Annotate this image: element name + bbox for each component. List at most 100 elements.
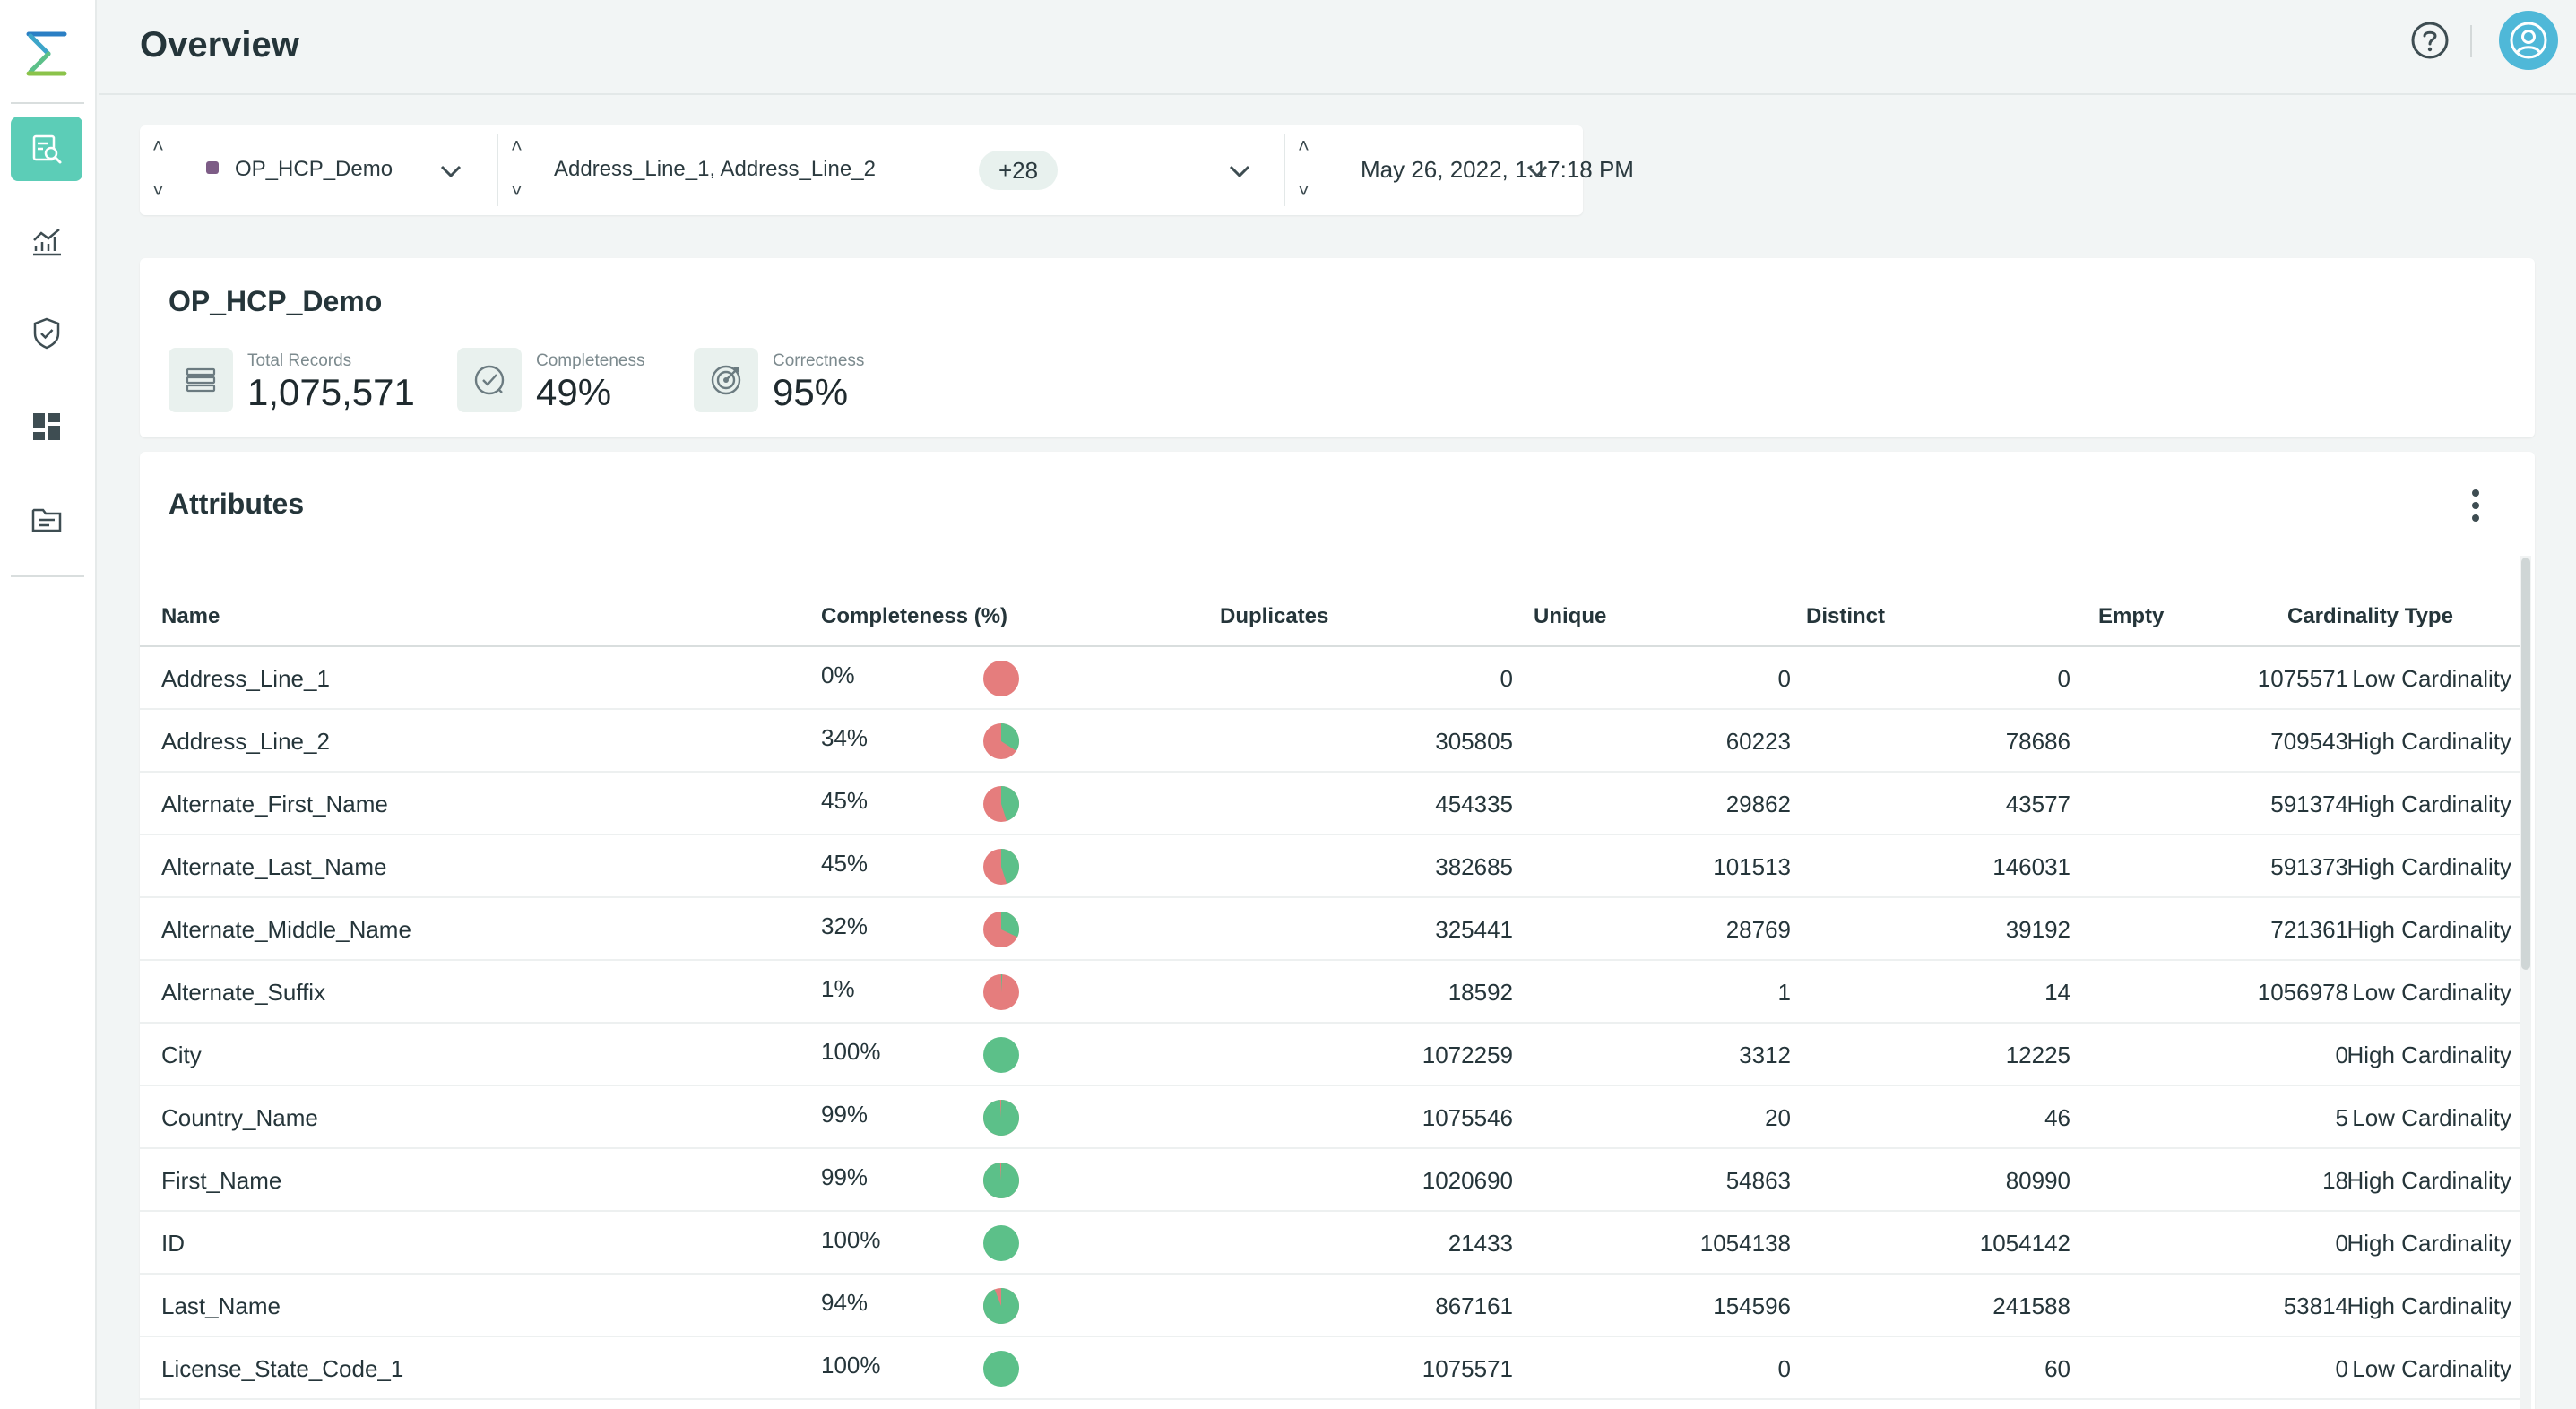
table-row[interactable]: Alternate_Last_Name 45% 382685 101513 146031… (140, 835, 2520, 898)
chevron-down-icon[interactable] (1524, 158, 1551, 185)
completeness-pie-icon (983, 1225, 1019, 1261)
attribute-name: Alternate_First_Name (161, 791, 388, 817)
top-header: Overview (99, 0, 2576, 95)
column-header-empty[interactable]: Empty (2098, 604, 2165, 628)
table-row[interactable]: Alternate_Suffix 1% 18592 1 14 1056978 Low Car… (140, 961, 2520, 1024)
nav-item-analytics[interactable] (11, 210, 82, 274)
nav-item-overview[interactable] (11, 117, 82, 181)
cardinality-value: Low Cardinality (2352, 979, 2511, 1006)
completeness-value: 45% (821, 850, 869, 877)
nav-item-files[interactable] (11, 488, 82, 552)
timestamp-stepper[interactable]: ˄ ˅ (1298, 136, 1318, 204)
attributes-stepper[interactable]: ˄ ˅ (511, 136, 531, 204)
table-row[interactable]: Alternate_Middle_Name 32% 325441 28769 39192… (140, 898, 2520, 961)
table-row[interactable]: City 100% 1072259 3312 12225 0 High Cardinalit… (140, 1024, 2520, 1086)
unique-value: 3312 (1739, 1042, 1791, 1068)
duplicates-value: 867161 (1435, 1292, 1513, 1319)
cardinality-value: Low Cardinality (2352, 1355, 2511, 1382)
cardinality-value: High Cardinality (2347, 728, 2511, 755)
table-row[interactable]: Alternate_First_Name 45% 454335 29862 43577 5… (140, 773, 2520, 835)
more-options-icon[interactable] (2458, 486, 2494, 525)
distinct-value: 39192 (2005, 916, 2070, 943)
timestamp-filter[interactable]: ˄ ˅ May 26, 2022, 1:17:18 PM (1285, 125, 1634, 215)
column-header-completeness[interactable]: Completeness (%) (821, 604, 1008, 628)
nav-item-dashboards[interactable] (11, 394, 82, 459)
chevron-down-icon[interactable] (1226, 158, 1253, 185)
empty-value: 721361 (2270, 916, 2348, 943)
unique-value: 54863 (1725, 1167, 1791, 1194)
filter-divider (497, 134, 498, 206)
completeness-value: 45% (821, 787, 869, 814)
attributes-title: Attributes (169, 488, 305, 520)
table-row[interactable]: ID 100% 21433 1054138 1054142 0 High Cardinali… (140, 1212, 2520, 1275)
chevron-down-icon[interactable]: ˅ (511, 179, 523, 202)
completeness-value: 99% (821, 1163, 869, 1190)
attribute-name: License_State_Code_1 (161, 1355, 404, 1382)
duplicates-value: 18592 (1448, 979, 1513, 1006)
chevron-up-icon[interactable]: ˄ (1298, 134, 1310, 157)
sidebar (0, 0, 97, 1409)
table-row[interactable]: Country_Name 99% 1075546 20 46 5 Low Cardinali… (140, 1086, 2520, 1149)
sidebar-divider (11, 575, 84, 577)
distinct-value: 43577 (2005, 791, 2070, 817)
column-header-distinct[interactable]: Distinct (1806, 604, 1886, 628)
chevron-down-icon[interactable] (437, 158, 464, 185)
duplicates-value: 1072259 (1422, 1042, 1513, 1068)
records-icon (169, 348, 233, 412)
kpi-value: 95% (773, 371, 849, 413)
target-icon (694, 348, 758, 412)
table-row[interactable]: Address_Line_1 0% 0 0 0 1075571 Low Cardinalit… (140, 647, 2520, 710)
chevron-down-icon[interactable]: ˅ (1298, 179, 1310, 202)
attribute-name: Alternate_Last_Name (161, 853, 387, 880)
unique-value: 0 (1777, 1355, 1791, 1382)
attribute-name: Alternate_Suffix (161, 979, 326, 1006)
distinct-value: 0 (2057, 665, 2070, 692)
column-header-unique[interactable]: Unique (1534, 604, 1607, 628)
unique-value: 1 (1777, 979, 1791, 1006)
app-logo-icon[interactable] (25, 30, 68, 77)
dataset-title: OP_HCP_Demo (169, 285, 383, 317)
attributes-card: Attributes Name Completeness (%) Duplica… (140, 452, 2535, 1409)
unique-value: 154596 (1713, 1292, 1791, 1319)
distinct-value: 80990 (2005, 1167, 2070, 1194)
kpi-label: Completeness (536, 351, 645, 370)
attribute-name: Last_Name (161, 1292, 281, 1319)
chevron-down-icon[interactable]: ˅ (152, 179, 164, 202)
chevron-up-icon[interactable]: ˄ (511, 134, 523, 157)
chevron-up-icon[interactable]: ˄ (152, 134, 164, 157)
duplicates-value: 325441 (1435, 916, 1513, 943)
help-icon[interactable] (2409, 20, 2451, 61)
cardinality-value: High Cardinality (2347, 1167, 2511, 1194)
data-search-icon (32, 134, 62, 164)
more-attributes-badge[interactable]: +28 (979, 151, 1058, 190)
completeness-pie-icon (982, 1288, 1019, 1324)
dataset-stepper[interactable]: ˄ ˅ (152, 136, 172, 204)
empty-value: 1075571 (2257, 665, 2348, 692)
dataset-filter[interactable]: ˄ ˅ OP_HCP_Demo (140, 125, 497, 215)
attributes-filter[interactable]: ˄ ˅ Address_Line_1, Address_Line_2 +28 (498, 125, 1284, 215)
table-row[interactable]: First_Name 99% 1020690 54863 80990 18 High Car… (140, 1149, 2520, 1212)
attribute-name: ID (161, 1230, 185, 1257)
attribute-name: Country_Name (161, 1104, 318, 1131)
duplicates-value: 1075546 (1422, 1104, 1513, 1131)
completeness-value: 32% (821, 912, 869, 939)
timestamp-filter-value: May 26, 2022, 1:17:18 PM (1361, 156, 1634, 183)
completeness-value: 1% (821, 975, 855, 1002)
completeness-pie-icon (983, 912, 1020, 947)
completeness-value: 100% (821, 1038, 881, 1065)
table-row[interactable]: License_State_Code_1 100% 1075571 0 60 0 Low C… (140, 1337, 2520, 1400)
avatar[interactable] (2499, 11, 2558, 70)
duplicates-value: 305805 (1435, 728, 1513, 755)
completeness-pie-icon (983, 849, 1019, 885)
completeness-value: 0% (821, 661, 855, 688)
table-row[interactable]: Address_Line_2 34% 305805 60223 78686 709543 H… (140, 710, 2520, 773)
nav-item-rules[interactable] (11, 301, 82, 366)
column-header-duplicates[interactable]: Duplicates (1220, 604, 1329, 628)
distinct-value: 78686 (2005, 728, 2070, 755)
table-row[interactable]: Last_Name 94% 867161 154596 241588 53814 High … (140, 1275, 2520, 1337)
column-header-cardinality-type[interactable]: Cardinality Type (2287, 604, 2453, 628)
table-scrollbar-thumb[interactable] (2521, 558, 2530, 970)
column-header-name[interactable]: Name (161, 604, 220, 628)
folder-icon (31, 508, 62, 532)
attribute-name: Address_Line_1 (161, 665, 330, 692)
